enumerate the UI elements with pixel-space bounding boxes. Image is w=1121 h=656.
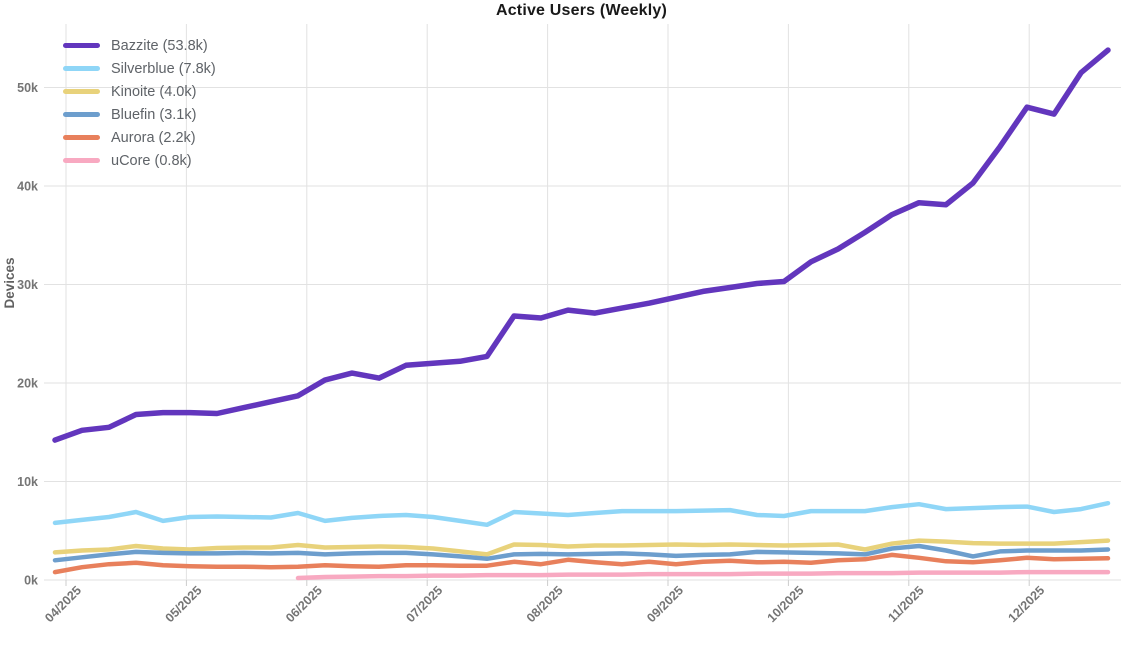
x-tick-label: 06/2025 [283, 583, 325, 625]
legend-item-bazzite[interactable]: Bazzite (53.8k) [63, 34, 216, 57]
legend-label: Silverblue (7.8k) [111, 60, 216, 77]
x-tick-label: 05/2025 [163, 583, 205, 625]
series-line-aurora [52, 552, 1111, 575]
series-line-bluefin [52, 543, 1111, 563]
legend-swatch-bazzite-icon [63, 43, 100, 48]
legend-swatch-kinoite-icon [63, 89, 100, 94]
series-line-bazzite [52, 47, 1111, 443]
legend-swatch-aurora-icon [63, 135, 100, 140]
chart-legend: Bazzite (53.8k) Silverblue (7.8k) Kinoit… [63, 34, 216, 172]
legend-label: uCore (0.8k) [111, 152, 192, 169]
x-tick-label: 12/2025 [1005, 583, 1047, 625]
legend-item-aurora[interactable]: Aurora (2.2k) [63, 126, 216, 149]
x-tick-label: 07/2025 [403, 583, 445, 625]
y-axis-title: Devices [2, 257, 17, 308]
legend-swatch-ucore-icon [63, 158, 100, 163]
y-tick-label: 10k [17, 475, 38, 489]
y-tick-label: 40k [17, 180, 38, 194]
legend-item-ucore[interactable]: uCore (0.8k) [63, 149, 216, 172]
y-tick-label: 0k [24, 574, 38, 588]
legend-label: Kinoite (4.0k) [111, 83, 197, 100]
x-tick-label: 11/2025 [885, 583, 926, 624]
legend-swatch-bluefin-icon [63, 112, 100, 117]
series-line-silverblue [52, 500, 1111, 528]
y-tick-label: 50k [17, 81, 38, 95]
legend-swatch-silverblue-icon [63, 66, 100, 71]
legend-label: Bluefin (3.1k) [111, 106, 197, 123]
x-tick-label: 04/2025 [42, 583, 84, 625]
x-tick-label: 10/2025 [765, 583, 807, 625]
x-tick-label: 09/2025 [644, 583, 686, 625]
x-tick-label: 08/2025 [524, 583, 566, 625]
y-tick-label: 30k [17, 278, 38, 292]
legend-label: Aurora (2.2k) [111, 129, 196, 146]
legend-item-silverblue[interactable]: Silverblue (7.8k) [63, 57, 216, 80]
series-line-ucore [295, 569, 1111, 581]
series-line-kinoite [52, 538, 1111, 557]
chart-title: Active Users (Weekly) [495, 2, 668, 19]
legend-item-kinoite[interactable]: Kinoite (4.0k) [63, 80, 216, 103]
legend-item-bluefin[interactable]: Bluefin (3.1k) [63, 103, 216, 126]
y-tick-label: 20k [17, 377, 38, 391]
legend-label: Bazzite (53.8k) [111, 37, 208, 54]
